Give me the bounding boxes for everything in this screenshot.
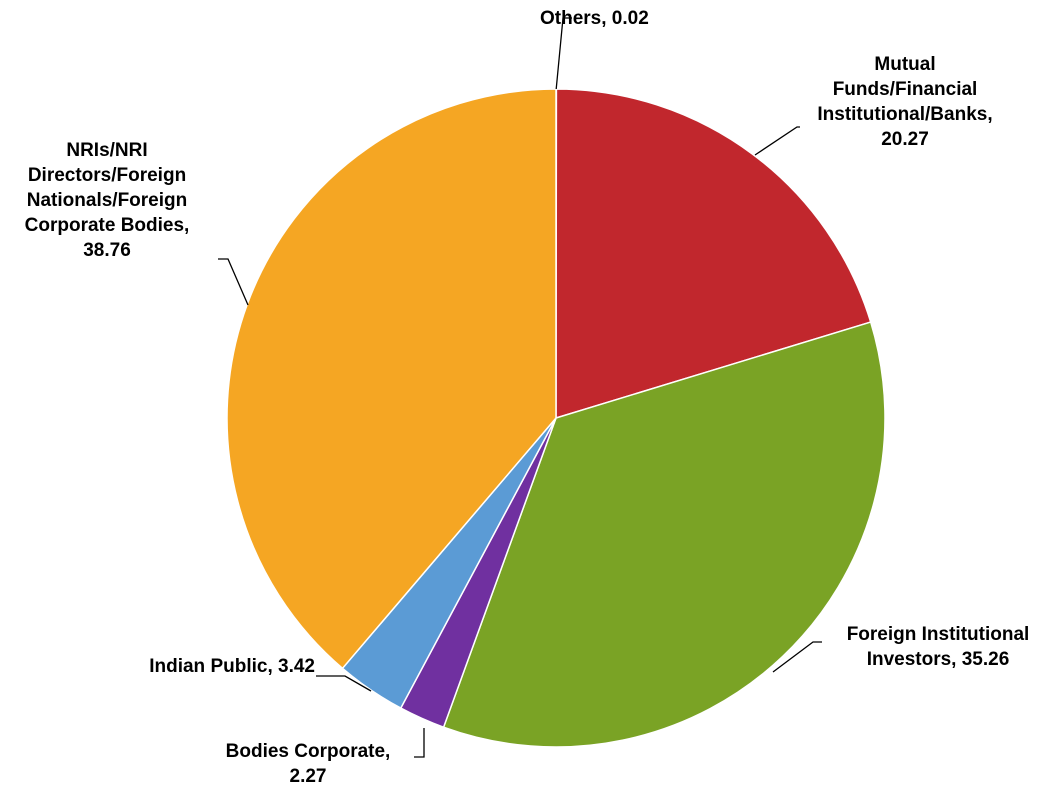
leader-foreign-institutional	[772, 641, 822, 673]
leader-indian-public	[316, 675, 372, 692]
data-label-nris: NRIs/NRI Directors/Foreign Nationals/Forei…	[24, 140, 190, 261]
leader-others	[555, 17, 572, 90]
leader-mutual-funds	[754, 126, 800, 156]
data-label-others: Others, 0.02	[540, 8, 649, 29]
data-label-indian-public: Indian Public, 3.42	[149, 656, 315, 677]
data-label-bodies-corporate: Bodies Corporate, 2.27	[225, 741, 391, 787]
slice-mutual-funds	[555, 88, 872, 420]
leader-bodies-corporate	[414, 728, 425, 758]
slice-foreign-institutional	[442, 321, 886, 748]
leader-nris	[218, 258, 249, 306]
data-label-mutual-funds: Mutual Funds/Financial Institutional/Banks…	[817, 54, 993, 150]
data-label-foreign-institutional: Foreign Institutional Investors, 35.26	[846, 624, 1030, 670]
